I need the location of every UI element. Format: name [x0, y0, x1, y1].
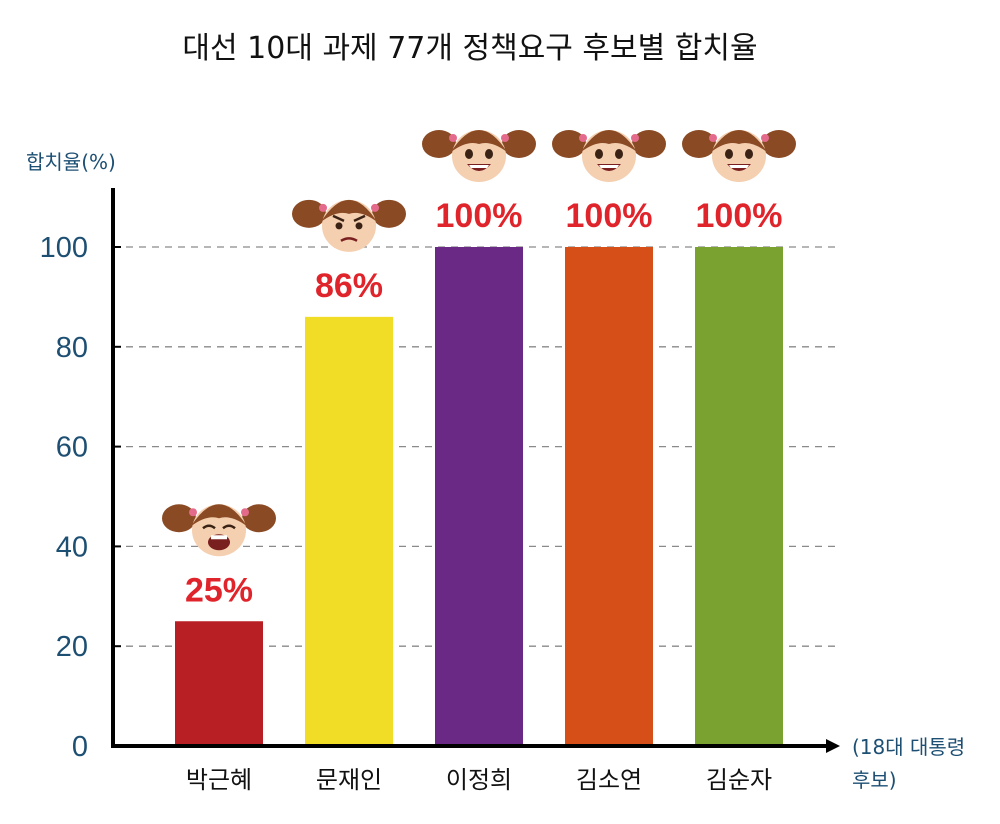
bars [175, 247, 783, 746]
bar [435, 247, 523, 746]
category-label: 김소연 [576, 766, 642, 794]
x-axis-label-line1: (18대 대통령 [852, 735, 965, 759]
value-label: 100% [696, 197, 783, 235]
face-icons [162, 130, 796, 557]
y-tick-label: 80 [56, 332, 88, 364]
x-axis-label-line2: 후보) [852, 768, 897, 792]
crying-face-icon [162, 504, 276, 557]
chart-title: 대선 10대 과제 77개 정책요구 후보별 합치율 [182, 31, 757, 66]
value-label: 100% [436, 197, 523, 235]
category-label: 김순자 [706, 766, 772, 794]
value-label: 86% [315, 267, 383, 305]
bar [565, 247, 653, 746]
value-label: 100% [566, 197, 653, 235]
y-tick-labels: 0 20 40 60 80 100 [40, 232, 88, 763]
category-labels: 박근혜 문재인 이정희 김소연 김순자 [186, 766, 772, 794]
y-tick-label: 60 [56, 432, 88, 464]
angry-face-icon [292, 199, 406, 252]
x-axis-arrow [826, 739, 840, 753]
y-axis-label: 합치율(%) [26, 150, 116, 174]
happy-face-icon [552, 130, 666, 182]
value-labels: 25% 86% 100% 100% 100% [185, 197, 783, 609]
y-tick-label: 20 [56, 631, 88, 663]
category-label: 박근혜 [186, 766, 252, 794]
y-tick-label: 40 [56, 531, 88, 563]
y-tick-label: 100 [40, 232, 88, 264]
value-label: 25% [185, 571, 253, 609]
y-tick-label: 0 [72, 731, 88, 763]
happy-face-icon [682, 130, 796, 182]
category-label: 문재인 [316, 766, 382, 794]
bar [175, 621, 263, 746]
bar [305, 316, 393, 746]
bar [695, 247, 783, 746]
happy-face-icon [422, 130, 536, 182]
category-label: 이정희 [446, 766, 512, 794]
